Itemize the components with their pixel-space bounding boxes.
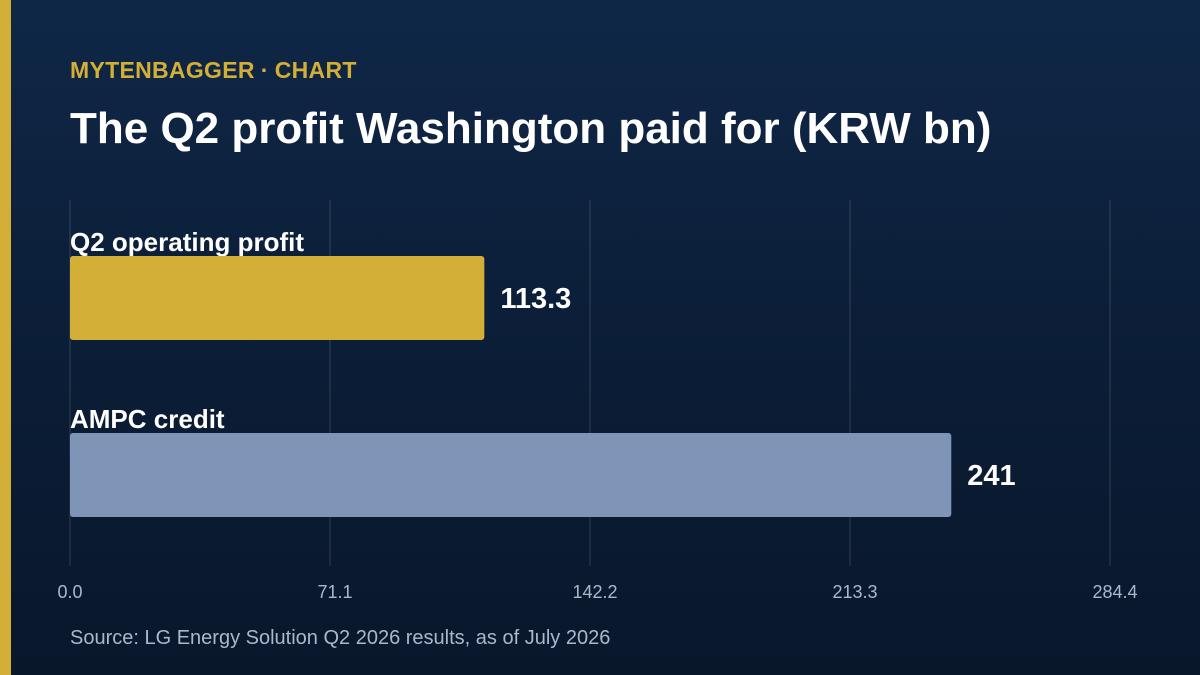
kicker-separator: · [260,57,269,83]
category-label: AMPC credit [70,404,225,434]
data-label: 241 [967,460,1015,492]
brand-label: MYTENBAGGER [70,57,255,83]
data-label: 113.3 [500,283,571,315]
x-tick-label: 142.2 [572,582,617,602]
x-tick-label: 0.0 [57,582,82,602]
source-note: Source: LG Energy Solution Q2 2026 resul… [70,627,611,649]
accent-bar [0,0,11,675]
section-label: CHART [274,57,357,83]
x-tick-label: 71.1 [317,582,352,602]
bar [70,433,952,517]
x-tick-label: 213.3 [832,582,877,602]
chart-title: The Q2 profit Washington paid for (KRW b… [70,104,992,153]
x-tick-label: 284.4 [1092,582,1137,602]
category-label: Q2 operating profit [70,227,304,257]
bar [70,256,485,340]
kicker: MYTENBAGGER · CHART [70,57,357,84]
